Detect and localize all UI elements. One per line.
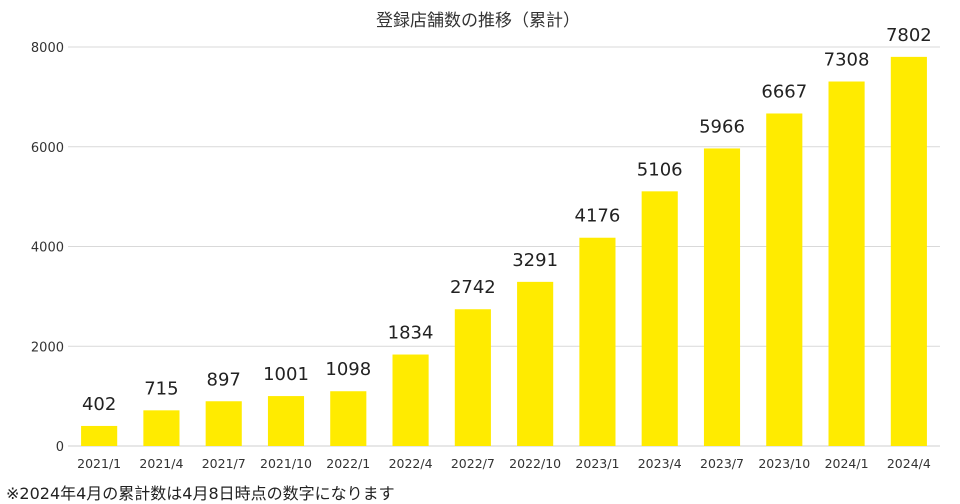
data-label: 897	[207, 369, 241, 390]
data-labels: 402 715 897 1001 1098 1834 2742 3291 4176 5106 596…	[82, 25, 932, 415]
gridlines	[68, 46, 940, 447]
data-label: 1001	[263, 364, 309, 385]
footnote: ※2024年4月の累計数は4月8日時点の数字になります	[6, 484, 395, 503]
data-label: 5966	[699, 116, 745, 137]
bar	[330, 391, 367, 446]
x-tick-label: 2023/4	[638, 456, 682, 471]
bar	[267, 396, 305, 446]
data-label: 3291	[512, 250, 558, 271]
bar	[454, 309, 491, 446]
x-tick-label: 2023/1	[575, 456, 619, 471]
bar	[579, 237, 616, 446]
data-label: 2742	[450, 277, 496, 298]
bar	[392, 354, 429, 446]
x-tick-label: 2022/7	[451, 456, 495, 471]
y-tick-label: 2000	[31, 340, 64, 355]
x-tick-label: 2024/4	[887, 456, 931, 471]
y-tick-label: 4000	[31, 241, 64, 256]
y-tick-label: 8000	[31, 41, 64, 56]
bar	[517, 281, 554, 446]
bar	[143, 410, 180, 446]
data-label: 1098	[325, 359, 371, 380]
x-tick-label: 2022/1	[326, 456, 370, 471]
bar	[766, 113, 803, 447]
x-axis-ticks: 2021/1 2021/4 2021/7 2021/10 2022/1 2022/4 202…	[77, 456, 931, 471]
bar	[890, 56, 927, 447]
data-label: 5106	[637, 159, 683, 180]
data-label: 4176	[575, 206, 621, 227]
data-label: 7308	[824, 50, 870, 71]
bar	[641, 191, 678, 446]
bar	[81, 425, 118, 446]
bar-chart: 登録店舗数の推移（累計） 0 2000 4000 6000 8000 402 715 897…	[31, 11, 940, 471]
bar	[703, 148, 741, 447]
x-tick-label: 2024/1	[825, 456, 869, 471]
data-label: 7802	[886, 25, 932, 46]
x-tick-label: 2021/10	[260, 456, 312, 471]
x-tick-label: 2021/7	[202, 456, 246, 471]
data-label: 715	[144, 378, 178, 399]
y-axis-ticks: 0 2000 4000 6000 8000	[31, 41, 64, 455]
bars	[81, 56, 927, 447]
x-tick-label: 2021/1	[77, 456, 121, 471]
data-label: 402	[82, 394, 116, 415]
x-tick-label: 2022/4	[389, 456, 433, 471]
bar	[205, 401, 242, 446]
data-label: 6667	[761, 81, 807, 102]
y-tick-label: 6000	[31, 141, 64, 156]
bar	[828, 81, 865, 447]
data-label: 1834	[388, 323, 434, 344]
x-tick-label: 2022/10	[509, 456, 561, 471]
x-tick-label: 2021/4	[139, 456, 183, 471]
x-tick-label: 2023/7	[700, 456, 744, 471]
chart-title: 登録店舗数の推移（累計）	[376, 11, 580, 31]
x-tick-label: 2023/10	[758, 456, 810, 471]
y-tick-label: 0	[56, 440, 64, 455]
